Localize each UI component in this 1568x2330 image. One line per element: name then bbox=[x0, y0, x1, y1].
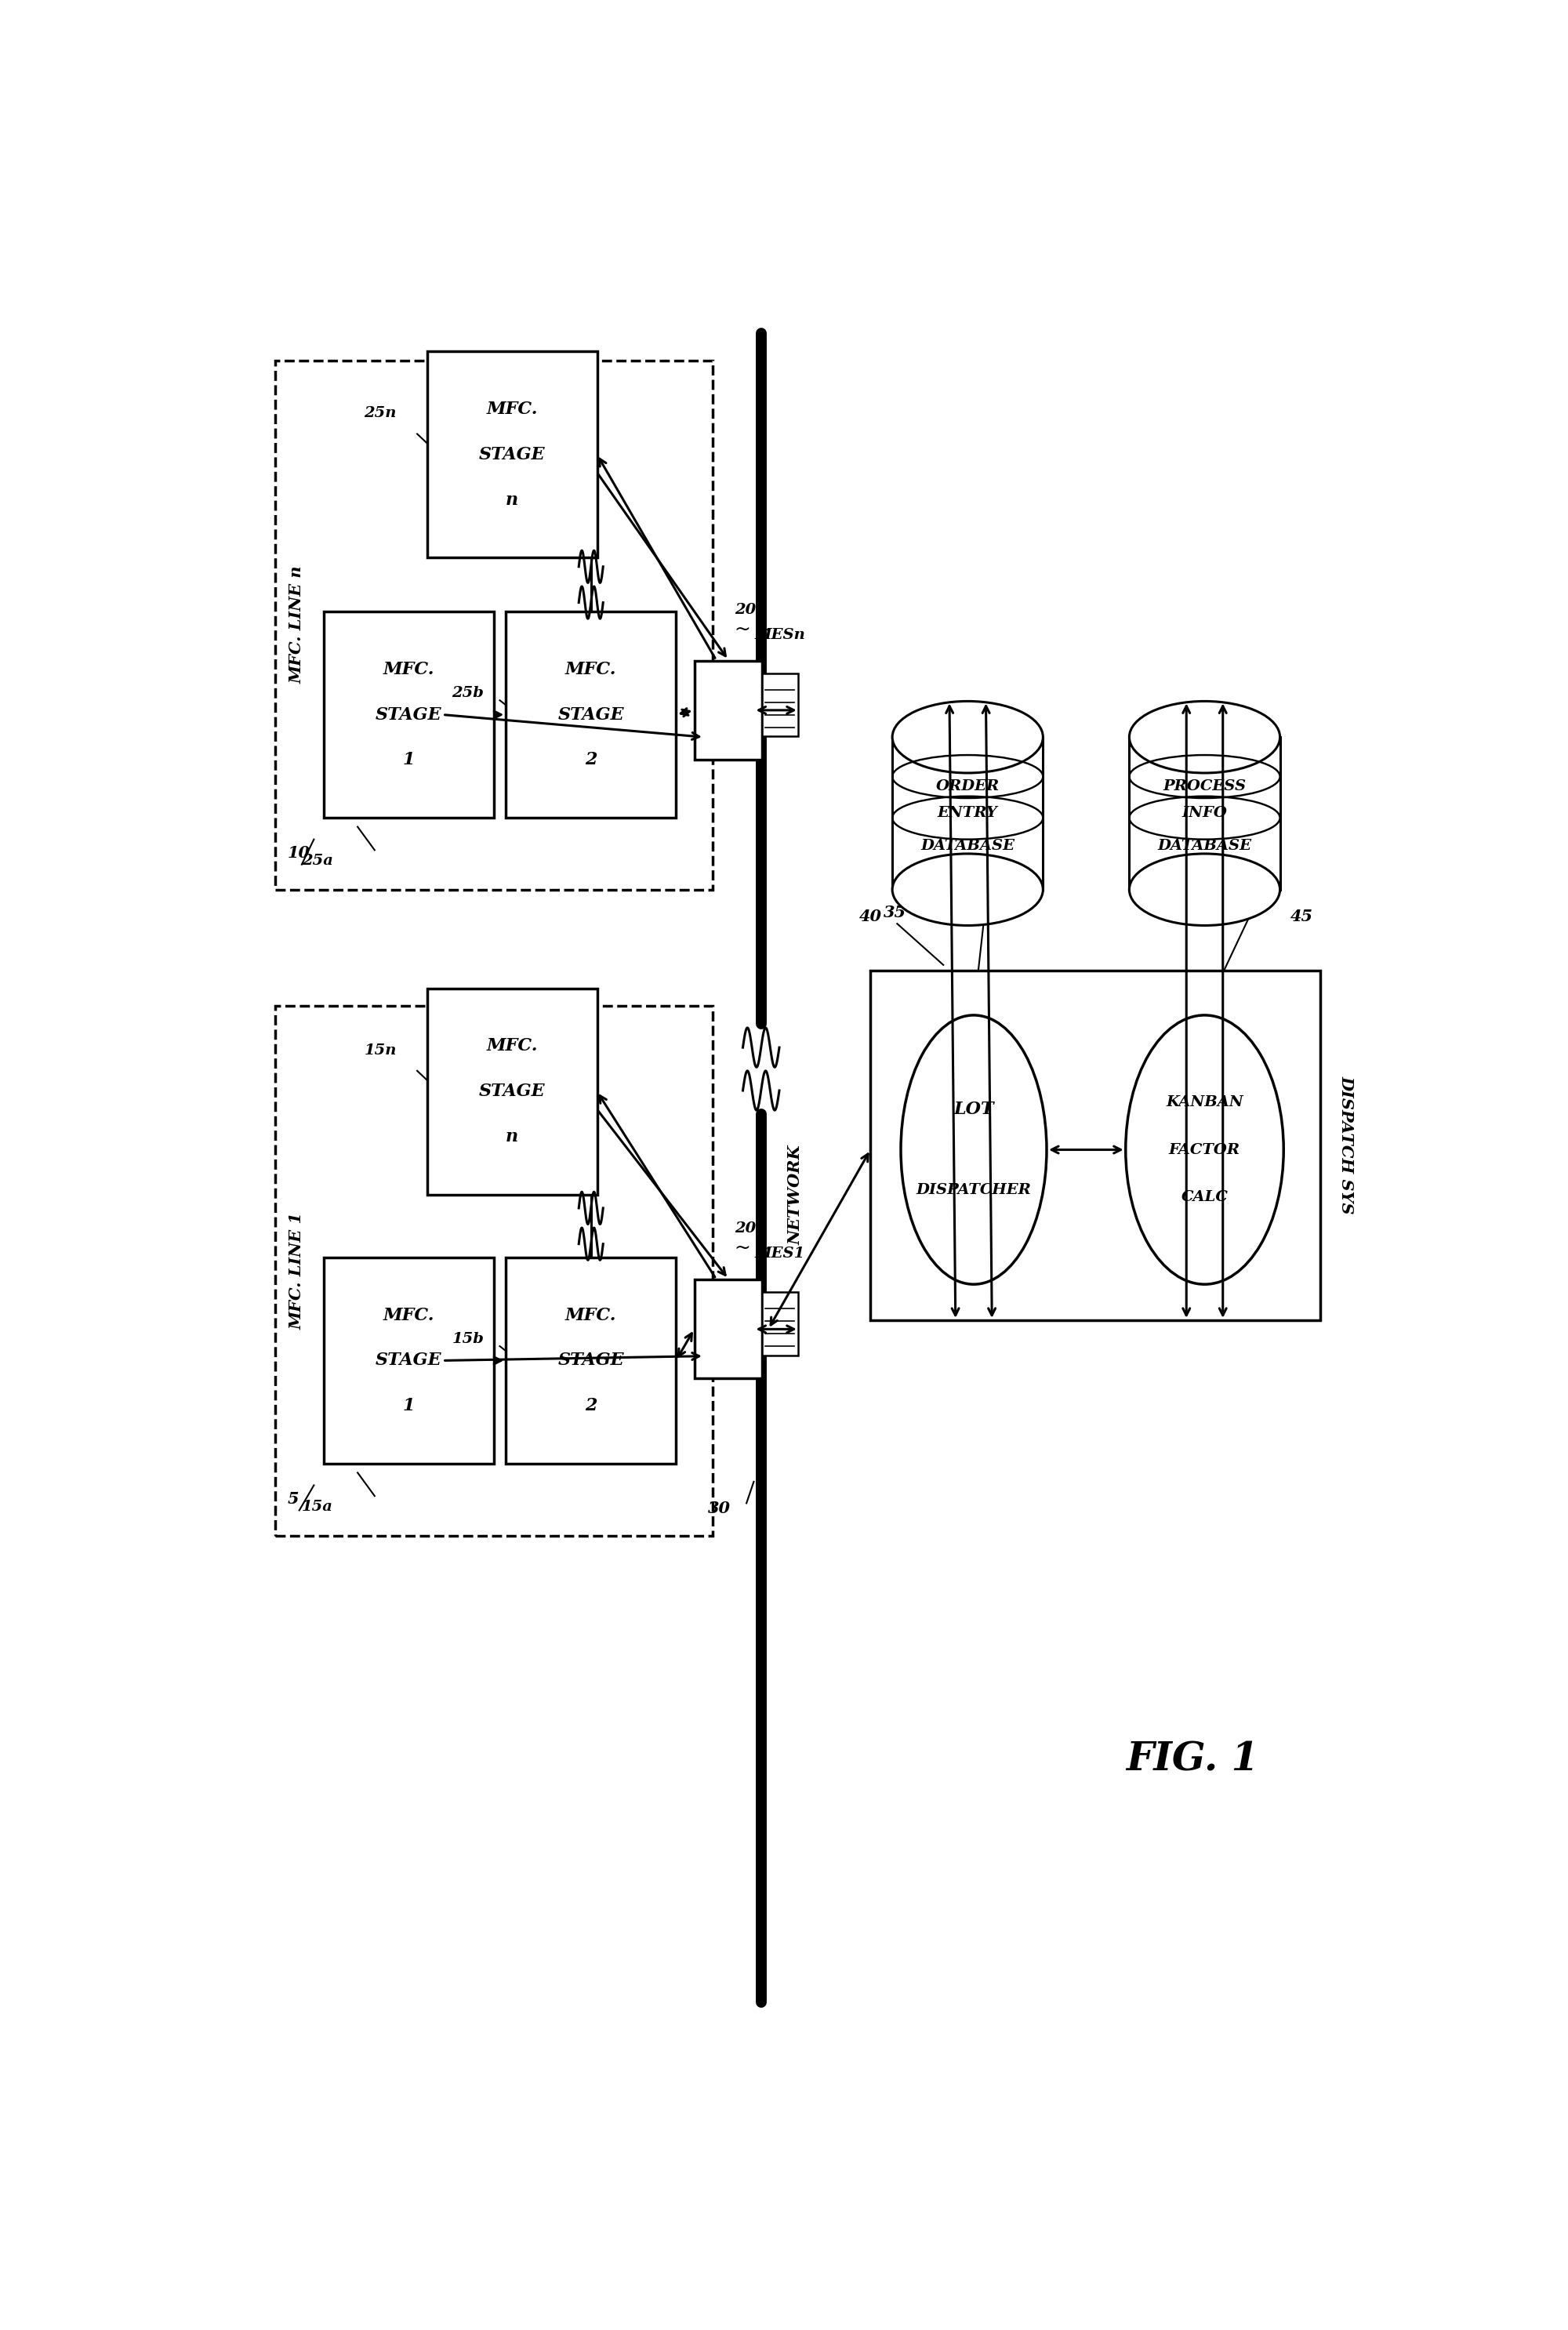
Text: STAGE: STAGE bbox=[558, 1351, 624, 1370]
Bar bbox=[762, 1293, 798, 1356]
Text: FIG. 1: FIG. 1 bbox=[1126, 1741, 1259, 1778]
Text: 10: 10 bbox=[287, 846, 310, 860]
Ellipse shape bbox=[1126, 1016, 1284, 1284]
Text: 25b: 25b bbox=[452, 685, 485, 701]
Text: 1: 1 bbox=[403, 1398, 414, 1414]
Text: 30: 30 bbox=[709, 1501, 731, 1517]
Text: ORDER: ORDER bbox=[936, 778, 999, 795]
Text: MFC.: MFC. bbox=[486, 1037, 538, 1055]
Bar bbox=[870, 969, 1320, 1321]
Bar bbox=[695, 662, 762, 760]
Text: CALC: CALC bbox=[1181, 1191, 1228, 1205]
Ellipse shape bbox=[892, 701, 1043, 774]
Bar bbox=[426, 352, 597, 557]
Text: MFC.: MFC. bbox=[564, 1307, 616, 1323]
Bar bbox=[274, 361, 712, 890]
Text: MFC.: MFC. bbox=[564, 662, 616, 678]
Text: 35: 35 bbox=[883, 904, 906, 920]
Text: ~: ~ bbox=[734, 620, 751, 638]
Text: 55: 55 bbox=[1261, 850, 1283, 867]
Text: MFC. LINE n: MFC. LINE n bbox=[289, 566, 304, 685]
Bar bbox=[762, 673, 798, 736]
Text: ~: ~ bbox=[734, 1240, 751, 1258]
Bar bbox=[426, 988, 597, 1195]
Text: 25a: 25a bbox=[303, 853, 332, 867]
Ellipse shape bbox=[1129, 853, 1279, 925]
Text: ENTRY: ENTRY bbox=[938, 806, 997, 820]
Bar bbox=[274, 1007, 712, 1535]
Text: PROCESS: PROCESS bbox=[1163, 778, 1247, 795]
Text: DISPATCHER: DISPATCHER bbox=[916, 1184, 1032, 1198]
Text: 2: 2 bbox=[585, 753, 597, 769]
Text: 2: 2 bbox=[585, 1398, 597, 1414]
Ellipse shape bbox=[900, 1016, 1047, 1284]
Text: n: n bbox=[505, 1128, 519, 1146]
Text: STAGE: STAGE bbox=[478, 1083, 546, 1100]
Text: STAGE: STAGE bbox=[375, 1351, 442, 1370]
Text: 50: 50 bbox=[975, 850, 997, 867]
Text: INFO: INFO bbox=[1182, 806, 1228, 820]
Text: DISPATCH SYS: DISPATCH SYS bbox=[1339, 1076, 1355, 1214]
Text: 15b: 15b bbox=[452, 1333, 485, 1347]
Bar bbox=[506, 1258, 676, 1463]
Bar bbox=[1129, 736, 1279, 890]
Text: 20n: 20n bbox=[734, 603, 767, 617]
Text: STAGE: STAGE bbox=[375, 706, 442, 722]
Text: STAGE: STAGE bbox=[558, 706, 624, 722]
Text: MFC.: MFC. bbox=[383, 662, 434, 678]
Text: DATABASE: DATABASE bbox=[920, 839, 1014, 853]
Bar bbox=[323, 1258, 494, 1463]
Text: 1: 1 bbox=[403, 753, 414, 769]
Text: 15n: 15n bbox=[364, 1044, 397, 1058]
Text: 5: 5 bbox=[287, 1491, 298, 1508]
Text: MFC.: MFC. bbox=[486, 401, 538, 417]
Ellipse shape bbox=[892, 853, 1043, 925]
Text: STAGE: STAGE bbox=[478, 445, 546, 464]
Bar bbox=[323, 610, 494, 818]
Text: MFC. LINE 1: MFC. LINE 1 bbox=[289, 1212, 304, 1330]
Text: MESn: MESn bbox=[756, 627, 806, 643]
Text: FACTOR: FACTOR bbox=[1168, 1142, 1240, 1156]
Text: 15a: 15a bbox=[303, 1501, 332, 1515]
Text: 25n: 25n bbox=[364, 405, 397, 419]
Text: 40: 40 bbox=[859, 909, 881, 925]
Bar bbox=[506, 610, 676, 818]
Text: n: n bbox=[505, 492, 519, 508]
Text: 20a: 20a bbox=[734, 1221, 765, 1235]
Text: DATABASE: DATABASE bbox=[1157, 839, 1251, 853]
Bar bbox=[892, 736, 1043, 890]
Text: LOT: LOT bbox=[953, 1100, 994, 1118]
Bar bbox=[695, 1279, 762, 1379]
Ellipse shape bbox=[1129, 701, 1279, 774]
Text: KANBAN: KANBAN bbox=[1167, 1095, 1243, 1109]
Text: MFC.: MFC. bbox=[383, 1307, 434, 1323]
Text: NETWORK: NETWORK bbox=[787, 1144, 803, 1244]
Text: 45: 45 bbox=[1290, 909, 1312, 925]
Text: MES1: MES1 bbox=[756, 1247, 806, 1261]
